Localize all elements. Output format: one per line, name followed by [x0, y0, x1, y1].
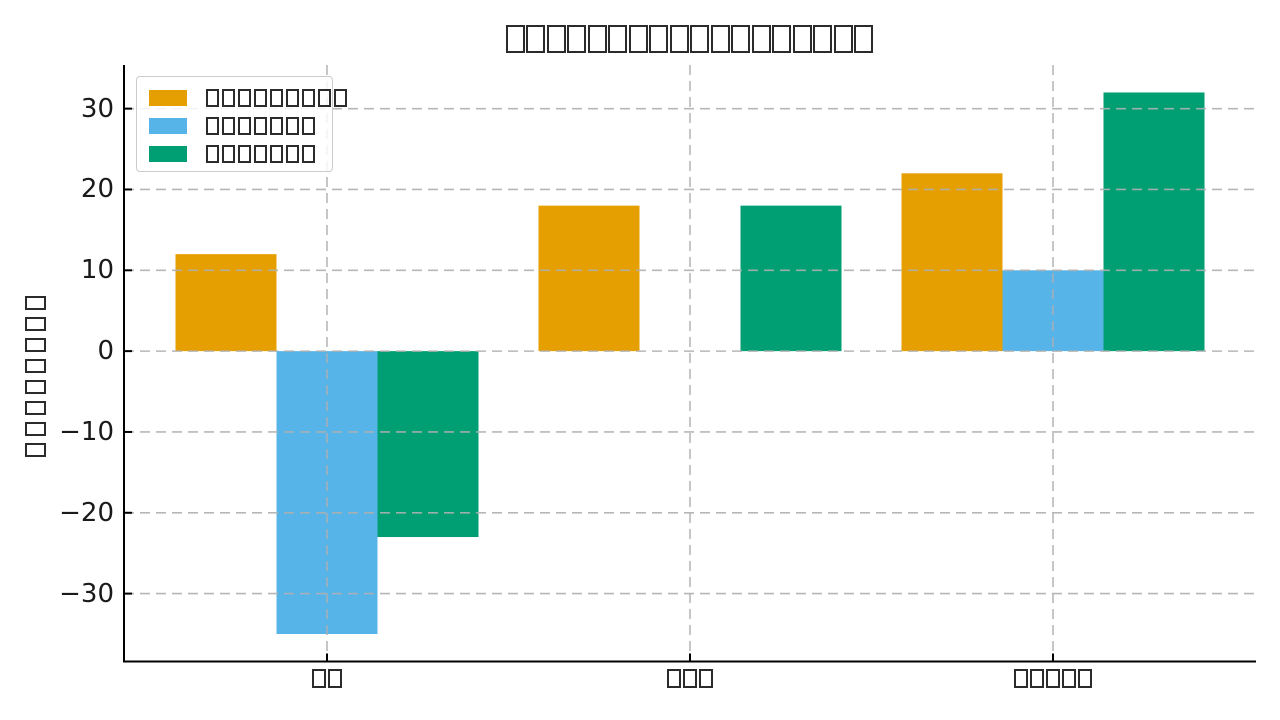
bar-series1-cat2 [538, 205, 640, 352]
legend-missing-glyph [269, 144, 283, 163]
title-missing-glyph [751, 25, 771, 53]
y-tick-label: −20 [59, 497, 114, 528]
title-missing-glyph [669, 25, 689, 53]
legend [136, 76, 347, 172]
ylabel-missing-glyph [25, 400, 46, 415]
y-tick-label: 0 [97, 336, 114, 367]
title-missing-glyph [546, 25, 566, 53]
legend-missing-glyph [237, 88, 251, 107]
title-missing-glyph [792, 25, 812, 53]
legend-missing-glyph [253, 116, 267, 135]
y-tick-label: 20 [80, 174, 114, 205]
legend-label [204, 88, 348, 107]
xtick-missing-glyph [699, 669, 713, 688]
legend-missing-glyph [301, 116, 315, 135]
xtick-missing-glyph [312, 669, 326, 688]
legend-item [149, 112, 332, 139]
title-missing-glyph [526, 25, 546, 53]
legend-missing-glyph [285, 116, 299, 135]
ylabel-missing-glyph [25, 316, 46, 331]
legend-missing-glyph [205, 116, 219, 135]
title-missing-glyph [854, 25, 874, 53]
legend-missing-glyph [237, 116, 251, 135]
bar-series1-cat3 [901, 173, 1003, 352]
xtick-missing-glyph [1046, 669, 1060, 688]
y-axis-label [25, 292, 46, 460]
title-missing-glyph [813, 25, 833, 53]
legend-missing-glyph [221, 88, 235, 107]
legend-missing-glyph [205, 88, 219, 107]
legend-missing-glyph [317, 88, 331, 107]
title-missing-glyph [649, 25, 669, 53]
legend-missing-glyph [221, 116, 235, 135]
ylabel-missing-glyph [25, 442, 46, 457]
y-tick-label: −10 [59, 416, 114, 447]
ylabel-missing-glyph [25, 358, 46, 373]
bar-series1-cat1 [175, 254, 277, 352]
title-missing-glyph [587, 25, 607, 53]
legend-missing-glyph [253, 144, 267, 163]
legend-missing-glyph [333, 88, 347, 107]
legend-missing-glyph [237, 144, 251, 163]
legend-swatch-series1 [149, 89, 187, 106]
title-missing-glyph [567, 25, 587, 53]
legend-label [204, 116, 316, 135]
title-missing-glyph [608, 25, 628, 53]
title-missing-glyph [505, 25, 525, 53]
xtick-missing-glyph [1014, 669, 1028, 688]
ylabel-missing-glyph [25, 379, 46, 394]
x-tick-label [1013, 669, 1093, 688]
bar-series3-cat3 [1103, 92, 1205, 352]
title-missing-glyph [628, 25, 648, 53]
legend-item [149, 84, 347, 111]
bar-series3-cat2 [740, 205, 842, 352]
ylabel-missing-glyph [25, 295, 46, 310]
title-missing-glyph [833, 25, 853, 53]
bar-series3-cat1 [377, 351, 479, 538]
legend-missing-glyph [269, 116, 283, 135]
xtick-missing-glyph [683, 669, 697, 688]
title-missing-glyph [710, 25, 730, 53]
legend-missing-glyph [205, 144, 219, 163]
legend-missing-glyph [285, 88, 299, 107]
title-missing-glyph [731, 25, 751, 53]
y-tick-label: 10 [80, 255, 114, 286]
xtick-missing-glyph [1078, 669, 1092, 688]
legend-missing-glyph [221, 144, 235, 163]
y-tick-label: 30 [80, 93, 114, 124]
ylabel-missing-glyph [25, 337, 46, 352]
xtick-missing-glyph [328, 669, 342, 688]
chart-title [124, 25, 1255, 53]
legend-missing-glyph [301, 88, 315, 107]
ylabel-missing-glyph [25, 421, 46, 436]
legend-label [204, 144, 316, 163]
legend-missing-glyph [253, 88, 267, 107]
legend-missing-glyph [269, 88, 283, 107]
legend-swatch-series3 [149, 145, 187, 162]
title-missing-glyph [772, 25, 792, 53]
xtick-missing-glyph [1030, 669, 1044, 688]
legend-swatch-series2 [149, 117, 187, 134]
x-tick-label [666, 669, 714, 688]
title-missing-glyph [690, 25, 710, 53]
legend-missing-glyph [301, 144, 315, 163]
legend-item [149, 140, 332, 167]
x-tick-label [311, 669, 343, 688]
y-tick-label: −30 [59, 578, 114, 609]
legend-missing-glyph [285, 144, 299, 163]
xtick-missing-glyph [667, 669, 681, 688]
xtick-missing-glyph [1062, 669, 1076, 688]
